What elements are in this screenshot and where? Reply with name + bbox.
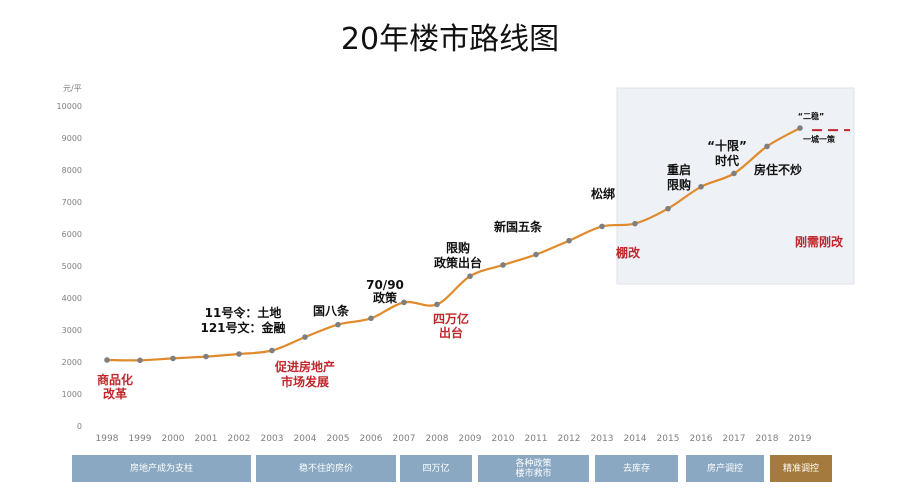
annotation-label: 一城一策: [803, 134, 836, 144]
shaded-region: [616, 87, 855, 285]
data-point: [170, 355, 176, 362]
annotation-label: 松绑: [591, 186, 615, 201]
y-tick-label: 7000: [62, 198, 82, 207]
annotation-label: 限购: [667, 177, 691, 192]
annotation-label: 促进房地产: [274, 359, 335, 374]
phase-box: 精准调控: [770, 455, 832, 482]
y-tick-label: 3000: [62, 326, 82, 335]
x-tick-label: 2016: [690, 434, 713, 444]
x-tick-label: 2005: [327, 434, 350, 444]
annotation-label: 出台: [439, 325, 463, 340]
y-tick-label: 4000: [62, 294, 82, 303]
y-tick-label: 0: [77, 422, 82, 431]
x-tick-label: 2003: [261, 434, 284, 444]
y-tick-label: 9000: [62, 134, 82, 143]
annotation-label: 四万亿: [433, 311, 469, 326]
data-point: [731, 170, 737, 177]
annotation-label: 商品化: [97, 372, 133, 387]
x-tick-label: 2007: [393, 434, 416, 444]
x-tick-label: 1999: [129, 434, 152, 444]
phase-box: 四万亿: [400, 455, 472, 482]
annotation-label: 限购: [446, 240, 470, 255]
x-tick-label: 2000: [162, 434, 185, 444]
x-tick-label: 2014: [624, 434, 647, 444]
data-point: [236, 351, 242, 357]
phase-box: 各种政策 楼市救市: [478, 455, 589, 482]
data-point: [104, 357, 110, 363]
phase-label: 稳不住的房价: [298, 463, 353, 474]
data-point: [269, 347, 275, 354]
x-tick-label: 2001: [195, 434, 218, 444]
data-point: [533, 251, 539, 258]
x-tick-label: 2002: [228, 434, 251, 444]
phase-label: 房产调控: [706, 463, 743, 474]
x-tick-label: 2010: [492, 434, 515, 444]
x-tick-label: 2012: [558, 434, 581, 444]
data-point: [599, 223, 605, 230]
y-tick-label: 6000: [62, 230, 82, 239]
data-point: [698, 183, 704, 190]
data-point: [467, 273, 473, 280]
data-point: [203, 353, 209, 360]
x-tick-label: 2019: [789, 434, 812, 444]
annotation-label: 国八条: [313, 303, 350, 318]
y-tick-label: 1000: [62, 390, 82, 399]
data-point: [566, 237, 572, 244]
data-point: [137, 357, 143, 364]
data-point: [632, 220, 638, 227]
annotation-label: “十限”: [707, 138, 747, 153]
x-tick-label: 2008: [426, 434, 449, 444]
data-point: [665, 205, 671, 212]
annotation-label: 政策出台: [434, 255, 482, 270]
phase-label: 四万亿: [422, 463, 450, 474]
annotation-label: 刚需刚改: [795, 234, 844, 249]
annotation-label: 70/90: [366, 278, 404, 292]
annotation-label: 时代: [715, 153, 739, 168]
page-title: 20年楼市路线图: [340, 22, 560, 57]
data-point: [797, 125, 803, 131]
x-tick-label: 2017: [723, 434, 746, 444]
annotation-label: 棚改: [616, 245, 641, 260]
phase-box: 房产调控: [686, 455, 764, 482]
x-tick-label: 2011: [525, 434, 548, 444]
data-point: [302, 334, 308, 340]
annotation-label: 新国五条: [494, 219, 543, 234]
data-point: [368, 315, 374, 322]
y-tick-label: 5000: [62, 262, 82, 271]
phase-box: 去库存: [595, 455, 678, 482]
y-tick-label: 2000: [62, 358, 82, 367]
data-point: [401, 299, 407, 306]
data-point: [764, 143, 770, 150]
data-point: [500, 262, 506, 268]
annotation-label: 改革: [103, 386, 127, 401]
y-axis-label: 元/平: [63, 84, 82, 93]
phase-label: 精准调控: [782, 463, 819, 474]
data-point: [434, 301, 440, 308]
y-tick-label: 8000: [62, 166, 82, 175]
y-tick-label: 10000: [57, 102, 82, 111]
annotation-label: 房住不炒: [754, 162, 802, 177]
annotation-label: 市场发展: [281, 374, 329, 389]
x-tick-label: 1998: [96, 434, 119, 444]
x-tick-label: 2018: [756, 434, 779, 444]
data-point: [335, 321, 341, 328]
series-line: [106, 127, 801, 362]
phase-label: 各种政策 楼市救市: [515, 458, 552, 479]
annotation-label: 11号令：土地: [205, 305, 282, 320]
annotation-label: “二稳”: [798, 111, 825, 121]
x-tick-label: 2004: [294, 434, 317, 444]
annotation-label: 重启: [667, 162, 691, 177]
x-tick-label: 2009: [459, 434, 482, 444]
x-tick-label: 2006: [360, 434, 383, 444]
phase-label: 房地产成为支柱: [129, 463, 193, 474]
phase-box: 稳不住的房价: [256, 455, 396, 482]
annotation-label: 政策: [373, 290, 398, 305]
x-tick-label: 2013: [591, 434, 614, 444]
annotation-label: 121号文：金融: [200, 320, 285, 335]
x-tick-label: 2015: [657, 434, 680, 444]
phase-box: 房地产成为支柱: [72, 455, 251, 482]
phase-label: 去库存: [622, 463, 650, 474]
